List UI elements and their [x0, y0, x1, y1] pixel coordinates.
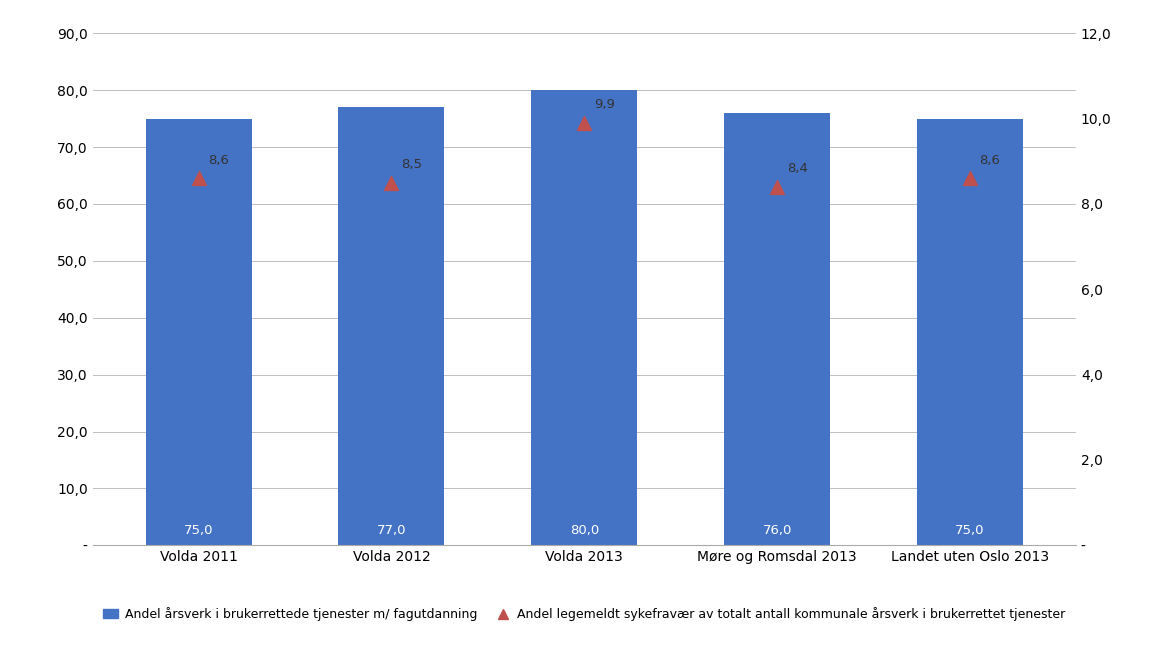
- Text: 75,0: 75,0: [956, 524, 985, 537]
- Point: [575, 118, 594, 128]
- Text: 76,0: 76,0: [762, 524, 791, 537]
- Bar: [918, 118, 1023, 545]
- Text: 8,6: 8,6: [208, 154, 229, 167]
- Text: 80,0: 80,0: [569, 524, 599, 537]
- Legend: Andel årsverk i brukerrettede tjenester m/ fagutdanning, Andel legemeldt sykefra: Andel årsverk i brukerrettede tjenester …: [98, 602, 1070, 626]
- Text: 8,4: 8,4: [787, 162, 808, 176]
- Bar: [724, 113, 831, 545]
- Text: 75,0: 75,0: [184, 524, 213, 537]
- Bar: [339, 107, 444, 545]
- Bar: [531, 90, 638, 545]
- Point: [190, 173, 208, 184]
- Point: [382, 178, 400, 188]
- Text: 8,6: 8,6: [980, 154, 1001, 167]
- Text: 77,0: 77,0: [377, 524, 406, 537]
- Point: [768, 182, 787, 192]
- Text: 8,5: 8,5: [401, 158, 422, 171]
- Text: 9,9: 9,9: [594, 98, 614, 112]
- Bar: [146, 118, 252, 545]
- Point: [960, 173, 979, 184]
